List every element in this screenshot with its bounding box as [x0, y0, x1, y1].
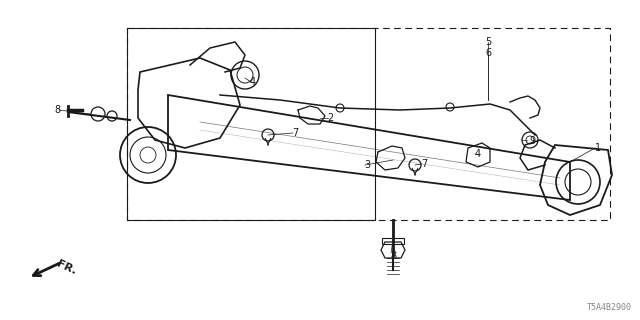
Text: T5A4B2900: T5A4B2900	[587, 303, 632, 312]
Text: 8: 8	[54, 105, 60, 115]
Text: FR.: FR.	[55, 259, 78, 277]
Text: 4: 4	[250, 77, 256, 87]
Text: 8: 8	[390, 251, 396, 261]
Text: 4: 4	[475, 149, 481, 159]
Circle shape	[336, 104, 344, 112]
Text: 3: 3	[364, 160, 370, 170]
Bar	[382, 238, 404, 244]
Text: 7: 7	[421, 159, 427, 169]
Text: 1: 1	[595, 143, 601, 153]
Text: 7: 7	[292, 128, 298, 138]
Circle shape	[446, 103, 454, 111]
Text: 9: 9	[529, 136, 535, 146]
Text: 2: 2	[327, 113, 333, 123]
Text: 6: 6	[485, 48, 491, 58]
Text: 5: 5	[485, 37, 491, 47]
